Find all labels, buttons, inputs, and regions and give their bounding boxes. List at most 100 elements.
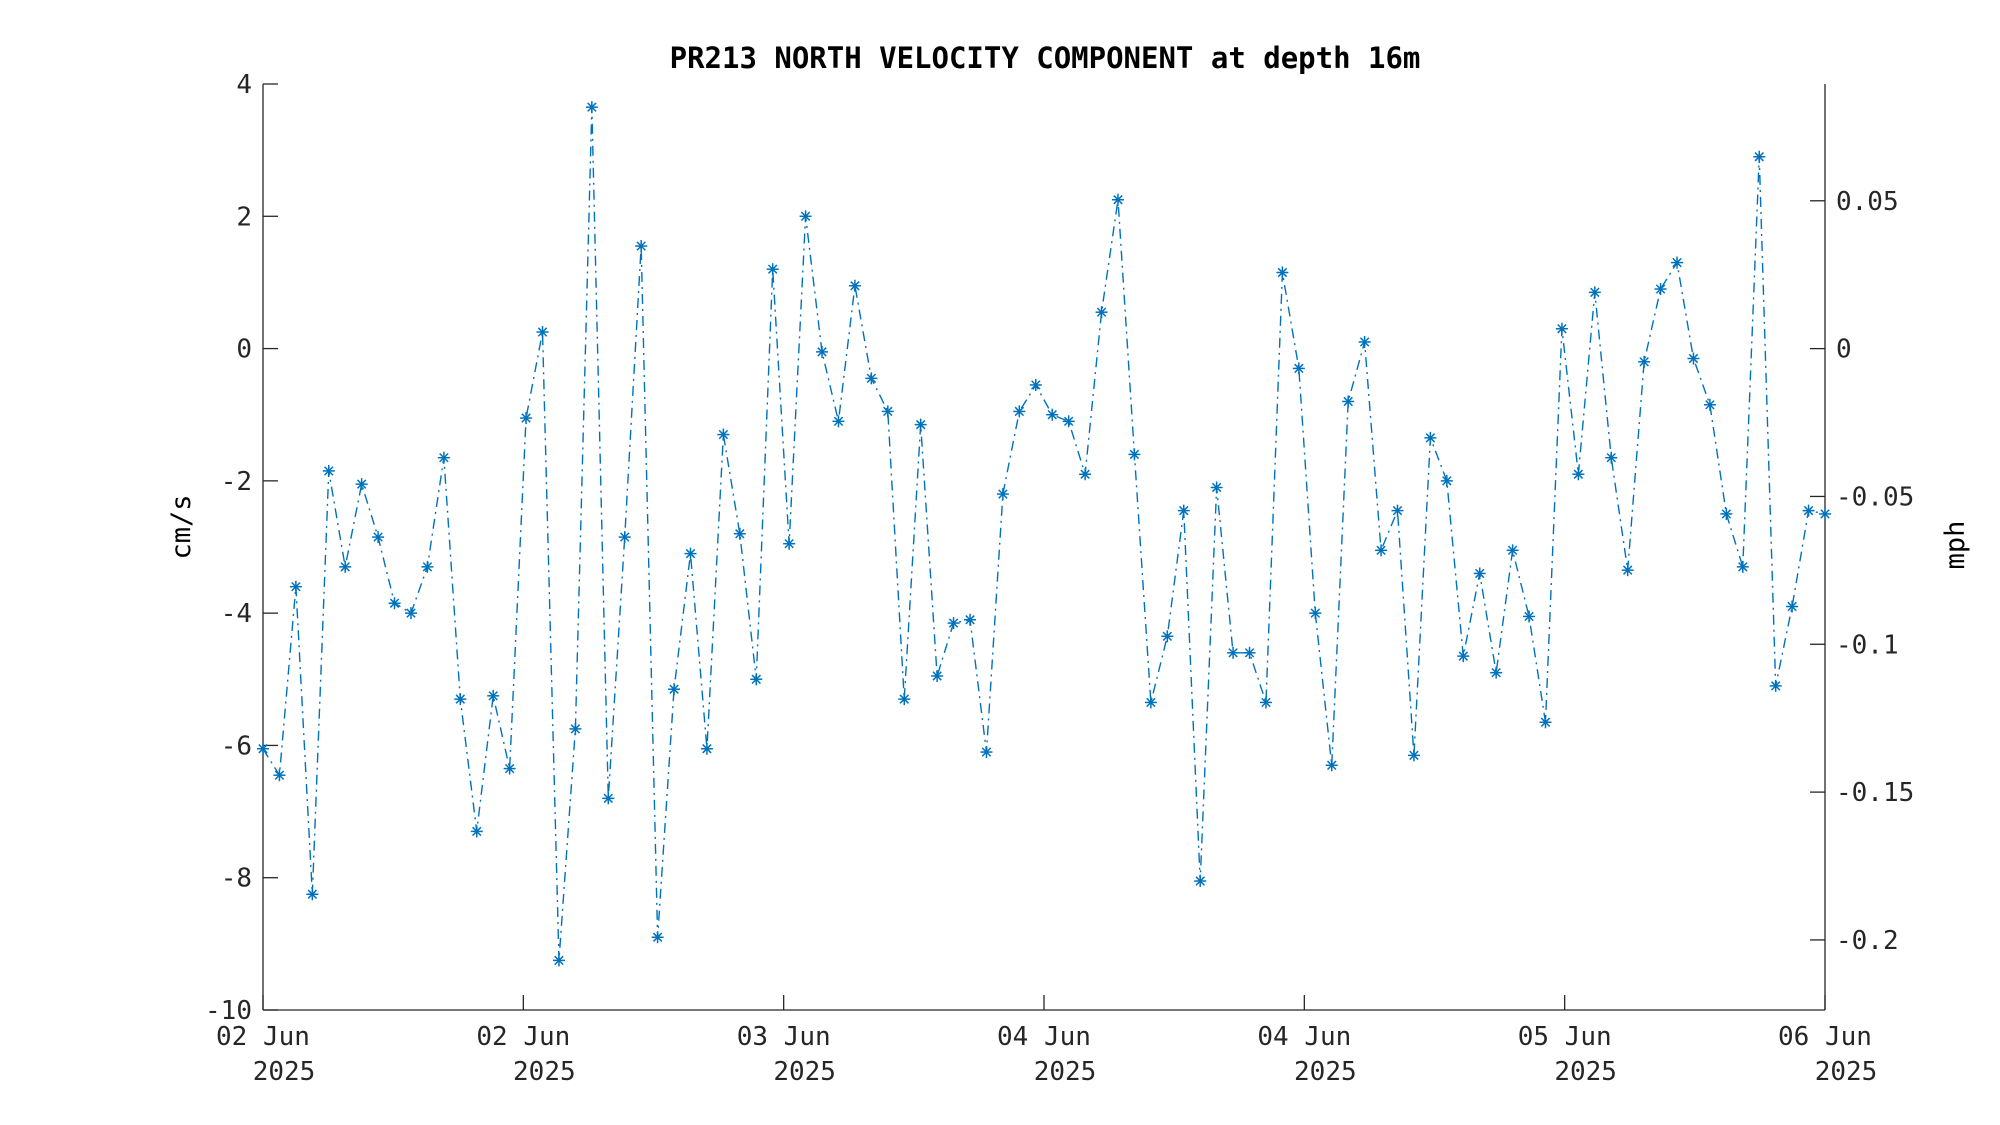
data-point: [635, 240, 648, 253]
marker-stroke: [883, 406, 893, 417]
data-point: [1062, 415, 1075, 428]
data-point: [1736, 560, 1749, 573]
data-point: [1227, 646, 1240, 659]
data-point: [947, 617, 960, 630]
marker-stroke: [1606, 452, 1616, 463]
data-point: [1095, 306, 1108, 319]
marker-stroke: [1655, 284, 1666, 294]
data-point: [421, 560, 434, 573]
marker-stroke: [1409, 750, 1419, 761]
data-point: [832, 415, 845, 428]
data-point: [783, 537, 796, 550]
marker-stroke: [1047, 409, 1057, 420]
marker-stroke: [504, 763, 515, 774]
marker-stroke: [899, 694, 909, 704]
data-point: [306, 888, 319, 901]
data-point: [487, 689, 500, 702]
marker-stroke: [406, 608, 416, 618]
x-tick-label-year: 2025: [1294, 1057, 1357, 1087]
data-point: [1391, 504, 1404, 517]
marker-stroke: [1195, 876, 1205, 886]
data-point: [257, 742, 269, 755]
marker-stroke: [1705, 400, 1715, 410]
marker-stroke: [389, 598, 400, 608]
marker-stroke: [603, 793, 614, 804]
data-point: [1194, 875, 1207, 888]
data-point: [1638, 355, 1651, 368]
marker-stroke: [1376, 545, 1386, 556]
data-point: [1128, 448, 1141, 461]
marker-stroke: [669, 684, 679, 694]
data-point: [388, 597, 401, 610]
data-point: [1457, 650, 1470, 663]
x-tick-label-date: 02 Jun: [476, 1022, 570, 1052]
data-point: [339, 560, 352, 573]
y-tick-label: -8: [221, 864, 252, 894]
marker-stroke: [1228, 648, 1238, 658]
marker-stroke: [619, 532, 630, 542]
marker-stroke: [784, 538, 794, 549]
plot-area: [257, 101, 1831, 967]
y-tick-label: 4: [236, 70, 252, 100]
marker-stroke: [439, 452, 449, 463]
marker-stroke: [554, 955, 564, 966]
marker-stroke: [291, 581, 301, 592]
marker-stroke: [521, 413, 531, 423]
right-y-axis-label: mph: [1940, 521, 1971, 570]
marker-stroke: [1129, 449, 1140, 460]
data-point: [1572, 468, 1585, 481]
data-point: [1177, 504, 1190, 517]
marker-stroke: [1507, 545, 1518, 556]
data-point: [273, 769, 286, 782]
data-point: [1407, 749, 1420, 762]
marker-stroke: [1688, 353, 1699, 364]
data-point: [585, 101, 598, 114]
marker-stroke: [948, 618, 959, 628]
marker-stroke: [1573, 469, 1584, 479]
data-point: [931, 669, 944, 682]
marker-stroke: [1162, 631, 1173, 642]
marker-stroke: [1540, 717, 1551, 728]
x-tick-label-year: 2025: [253, 1057, 316, 1087]
data-point: [1276, 266, 1289, 279]
marker-stroke: [1820, 509, 1830, 519]
x-tick-label-year: 2025: [1815, 1057, 1878, 1087]
data-point: [536, 326, 549, 339]
marker-stroke: [636, 241, 646, 251]
data-point: [668, 683, 681, 696]
marker-stroke: [1327, 760, 1337, 771]
x-tick-label-date: 03 Jun: [737, 1022, 831, 1052]
x-tick-label-year: 2025: [773, 1057, 836, 1087]
right-y-tick-label: 0: [1836, 335, 1852, 365]
data-point: [816, 345, 829, 358]
axes: 4 2 0 -2 -4 -6 -8 -10 0.05 0 -0.05 -0.1 -0.15 -0.2 02 …: [205, 70, 1914, 1087]
marker-stroke: [455, 694, 466, 704]
data-point: [1161, 630, 1174, 643]
data-point: [322, 464, 335, 477]
data-point: [1424, 431, 1437, 444]
data-point: [799, 210, 812, 223]
data-point: [602, 792, 615, 805]
marker-stroke: [1096, 307, 1107, 317]
data-point: [1440, 474, 1453, 487]
data-point: [766, 263, 779, 276]
data-point: [1555, 322, 1568, 335]
data-point: [454, 693, 467, 706]
marker-stroke: [685, 548, 696, 559]
marker-stroke: [1146, 697, 1156, 708]
y-tick-label: -2: [221, 467, 252, 497]
data-point: [1687, 352, 1700, 365]
data-point: [996, 488, 1009, 501]
right-y-tick-label: -0.05: [1836, 482, 1914, 512]
marker-stroke: [833, 416, 844, 427]
data-point: [372, 531, 385, 544]
marker-stroke: [850, 281, 860, 291]
data-point: [980, 746, 993, 759]
marker-stroke: [1639, 357, 1649, 367]
marker-stroke: [570, 724, 581, 734]
marker-stroke: [1721, 509, 1732, 519]
data-point: [470, 825, 483, 838]
marker-stroke: [1803, 505, 1814, 516]
